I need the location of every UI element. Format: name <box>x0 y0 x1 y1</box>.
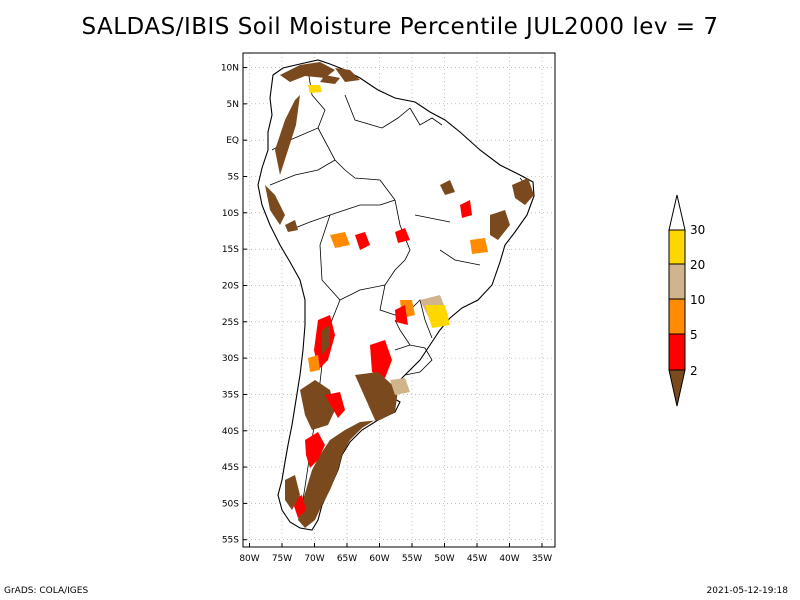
longitude-axis: 80W 75W 70W 65W 60W 55W 50W 45W 40W 35W <box>239 543 552 564</box>
percentile-patch <box>460 200 472 218</box>
percentile-patch <box>325 392 345 418</box>
lat-tick-label: 50S <box>222 499 239 509</box>
lat-tick-label: 40S <box>222 427 239 437</box>
lat-tick-label: 15S <box>222 245 239 255</box>
percentile-patch <box>265 185 285 225</box>
lon-tick-label: 75W <box>272 554 292 564</box>
percentile-patch <box>300 380 335 430</box>
colorbar-bin-20-30 <box>668 229 686 265</box>
lat-tick-label: 10N <box>221 64 239 74</box>
percentile-patch <box>440 180 455 195</box>
percentile-patch <box>470 238 488 254</box>
percentile-patch <box>425 305 450 328</box>
lon-tick-label: 55W <box>402 554 422 564</box>
percentile-patch <box>280 62 335 82</box>
percentile-patch <box>322 325 330 355</box>
lon-tick-label: 60W <box>369 554 389 564</box>
percentile-patch <box>285 220 298 232</box>
lat-tick-label: 10S <box>222 209 239 219</box>
colorbar-bottom-arrow <box>668 369 686 407</box>
lon-tick-label: 35W <box>532 554 552 564</box>
lon-tick-label: 45W <box>467 554 487 564</box>
percentile-patch <box>335 68 360 82</box>
lon-tick-label: 40W <box>499 554 519 564</box>
lat-tick-label: EQ <box>226 136 239 146</box>
percentile-patch <box>395 228 410 243</box>
colorbar-label-20: 20 <box>690 258 705 272</box>
colorbar-bin-10-20 <box>668 263 686 300</box>
percentile-patch <box>298 372 398 528</box>
lon-tick-label: 65W <box>337 554 357 564</box>
percentile-patch <box>308 85 322 93</box>
colorbar-label-30: 30 <box>690 223 705 237</box>
footer-timestamp: 2021-05-12-19:18 <box>706 586 789 596</box>
lat-tick-label: 5S <box>228 173 240 183</box>
lat-tick-label: 20S <box>222 281 239 291</box>
percentile-patch <box>355 232 370 250</box>
map-title: SALDAS/IBIS Soil Moisture Percentile JUL… <box>81 14 719 40</box>
colorbar-bin-5-10 <box>668 298 686 335</box>
soil-moisture-field <box>265 62 534 528</box>
colorbar-top-arrow <box>668 194 686 231</box>
percentile-patch <box>285 475 300 510</box>
lon-tick-label: 70W <box>304 554 324 564</box>
lat-tick-label: 55S <box>222 536 239 546</box>
colorbar-bin-2-5 <box>668 333 686 371</box>
colorbar: 30 20 10 5 2 <box>668 194 705 407</box>
percentile-patch <box>308 355 320 372</box>
lat-tick-label: 30S <box>222 354 239 364</box>
percentile-patch <box>490 210 510 240</box>
percentile-patch <box>512 178 534 205</box>
footer-credit: GrADS: COLA/IGES <box>4 586 89 596</box>
lat-tick-label: 5N <box>227 100 239 110</box>
percentile-patch <box>395 305 408 325</box>
percentile-patch <box>390 378 410 395</box>
lon-tick-label: 50W <box>434 554 454 564</box>
colorbar-label-10: 10 <box>690 293 705 307</box>
latitude-axis: 10N 5N EQ 5S 10S 15S 20S 25S 30S 35S 40S 45S 50S 55S <box>221 64 247 546</box>
percentile-patch <box>330 232 350 248</box>
lon-tick-label: 80W <box>239 554 259 564</box>
lat-tick-label: 25S <box>222 318 239 328</box>
lat-tick-label: 35S <box>222 390 239 400</box>
percentile-patch <box>275 95 300 175</box>
percentile-patch <box>320 75 340 84</box>
colorbar-label-5: 5 <box>690 328 698 342</box>
percentile-patch <box>370 340 392 378</box>
colorbar-label-2: 2 <box>690 364 698 378</box>
map-area <box>242 52 556 548</box>
lat-tick-label: 45S <box>222 463 239 473</box>
percentile-patch <box>305 432 325 468</box>
